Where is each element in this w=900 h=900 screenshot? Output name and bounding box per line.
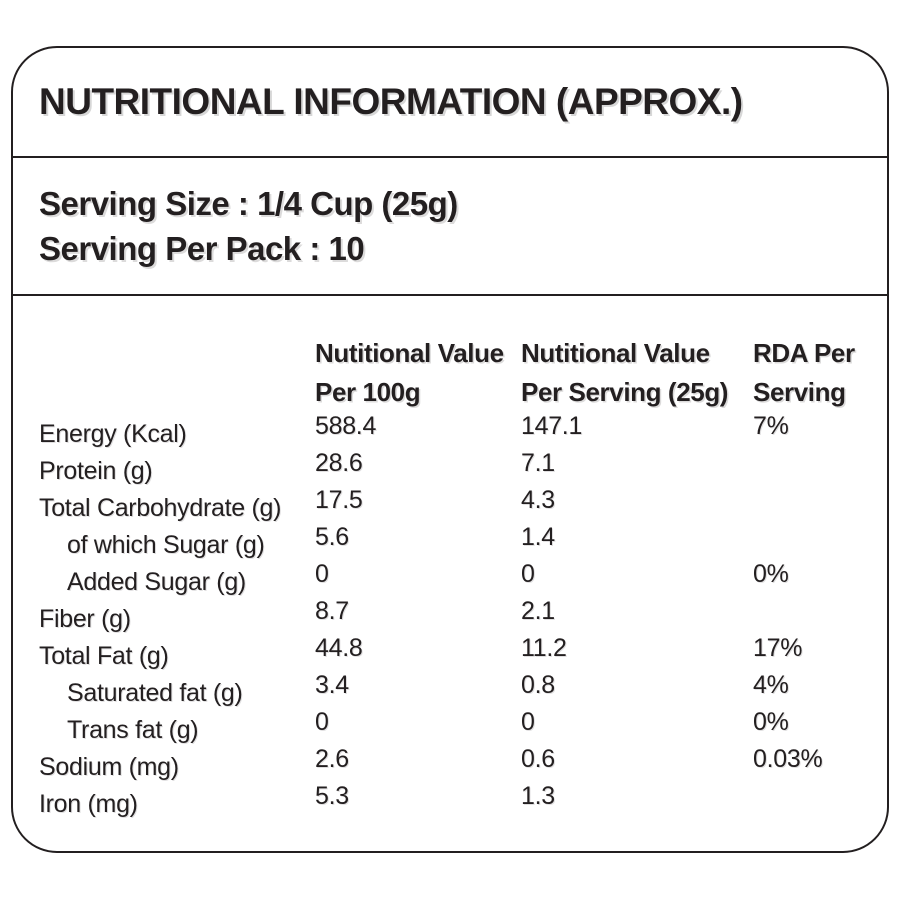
row-label: Protein (g) bbox=[39, 457, 153, 485]
row-value-per-serving: 7.1 bbox=[521, 449, 555, 477]
row-value-rda: 0% bbox=[753, 560, 789, 588]
table-row: Sodium (mg) 2.6 0.6 0.03% bbox=[39, 745, 877, 786]
table-row: Protein (g) 28.6 7.1 bbox=[39, 449, 877, 490]
table-row: Trans fat (g) 0 0 0% bbox=[39, 708, 877, 749]
table-header-row: Nutitional Value Per 100g Nutitional Val… bbox=[39, 334, 877, 412]
table-row: Total Carbohydrate (g) 17.5 4.3 bbox=[39, 486, 877, 527]
table-row: Fiber (g) 8.7 2.1 bbox=[39, 597, 877, 638]
row-value-per-100g: 2.6 bbox=[315, 745, 349, 773]
row-value-per-100g: 588.4 bbox=[315, 412, 377, 440]
row-value-per-serving: 1.4 bbox=[521, 523, 555, 551]
row-value-per-100g: 44.8 bbox=[315, 634, 363, 662]
table-row: Energy (Kcal) 588.4 147.1 7% bbox=[39, 412, 877, 453]
header-rda: RDA Per Serving bbox=[753, 334, 877, 412]
label-title: NUTRITIONAL INFORMATION (APPROX.) bbox=[39, 81, 743, 122]
header-per-100g: Nutitional Value Per 100g bbox=[315, 334, 521, 412]
title-section: NUTRITIONAL INFORMATION (APPROX.) bbox=[13, 48, 887, 158]
row-value-per-100g: 8.7 bbox=[315, 597, 349, 625]
row-value-per-100g: 0 bbox=[315, 560, 329, 588]
row-label: Sodium (mg) bbox=[39, 753, 179, 781]
row-value-per-serving: 2.1 bbox=[521, 597, 555, 625]
row-label: Saturated fat (g) bbox=[67, 679, 243, 707]
table-row: of which Sugar (g) 5.6 1.4 bbox=[39, 523, 877, 564]
row-value-per-100g: 0 bbox=[315, 708, 329, 736]
nutrition-label-box: NUTRITIONAL INFORMATION (APPROX.) Servin… bbox=[11, 46, 889, 853]
row-label: Added Sugar (g) bbox=[67, 568, 246, 596]
row-value-per-100g: 17.5 bbox=[315, 486, 363, 514]
row-label: Total Fat (g) bbox=[39, 642, 169, 670]
row-value-per-serving: 147.1 bbox=[521, 412, 583, 440]
row-value-rda: 4% bbox=[753, 671, 789, 699]
row-value-per-serving: 0.6 bbox=[521, 745, 555, 773]
row-value-rda: 0% bbox=[753, 708, 789, 736]
row-value-rda bbox=[753, 482, 877, 519]
row-label: Trans fat (g) bbox=[67, 716, 199, 744]
row-value-per-100g: 5.3 bbox=[315, 782, 349, 810]
row-value-per-100g: 28.6 bbox=[315, 449, 363, 477]
row-value-rda: 17% bbox=[753, 634, 803, 662]
row-label: Fiber (g) bbox=[39, 605, 131, 633]
header-rda-line2: Serving bbox=[753, 377, 846, 407]
header-per-100g-line1: Nutitional Value bbox=[315, 338, 504, 368]
table-row: Saturated fat (g) 3.4 0.8 4% bbox=[39, 671, 877, 712]
row-value-rda bbox=[753, 445, 877, 482]
table-row: Iron (mg) 5.3 1.3 bbox=[39, 782, 877, 823]
serving-per-pack-text: Serving Per Pack : 10 bbox=[39, 230, 365, 267]
serving-section: Serving Size : 1/4 Cup (25g) Serving Per… bbox=[13, 158, 887, 296]
table-row: Added Sugar (g) 0 0 0% bbox=[39, 560, 877, 601]
header-per-serving: Nutitional Value Per Serving (25g) bbox=[521, 334, 753, 412]
row-value-per-serving: 0 bbox=[521, 708, 535, 736]
row-value-rda bbox=[753, 519, 877, 556]
nutrition-table: Nutitional Value Per 100g Nutitional Val… bbox=[13, 296, 887, 851]
row-value-per-serving: 1.3 bbox=[521, 782, 555, 810]
row-value-per-serving: 0.8 bbox=[521, 671, 555, 699]
row-value-rda: 0.03% bbox=[753, 745, 823, 773]
row-value-rda bbox=[753, 778, 877, 815]
row-value-per-serving: 11.2 bbox=[521, 634, 567, 662]
row-value-rda bbox=[753, 593, 877, 630]
table-row: Total Fat (g) 44.8 11.2 17% bbox=[39, 634, 877, 675]
row-value-per-100g: 3.4 bbox=[315, 671, 349, 699]
row-value-per-serving: 0 bbox=[521, 560, 535, 588]
row-label: Iron (mg) bbox=[39, 790, 138, 818]
row-value-per-100g: 5.6 bbox=[315, 523, 349, 551]
row-label: of which Sugar (g) bbox=[67, 531, 265, 559]
row-value-rda: 7% bbox=[753, 412, 789, 440]
row-value-per-serving: 4.3 bbox=[521, 486, 555, 514]
serving-size-text: Serving Size : 1/4 Cup (25g) bbox=[39, 185, 458, 222]
header-per-100g-line2: Per 100g bbox=[315, 377, 421, 407]
header-per-serving-line2: Per Serving (25g) bbox=[521, 377, 729, 407]
header-spacer-cell bbox=[39, 334, 315, 412]
row-label: Total Carbohydrate (g) bbox=[39, 494, 282, 522]
header-per-serving-line1: Nutitional Value bbox=[521, 338, 710, 368]
table-body: Energy (Kcal) 588.4 147.1 7% Protein (g)… bbox=[39, 412, 877, 823]
header-rda-line1: RDA Per bbox=[753, 338, 855, 368]
row-label: Energy (Kcal) bbox=[39, 420, 187, 448]
